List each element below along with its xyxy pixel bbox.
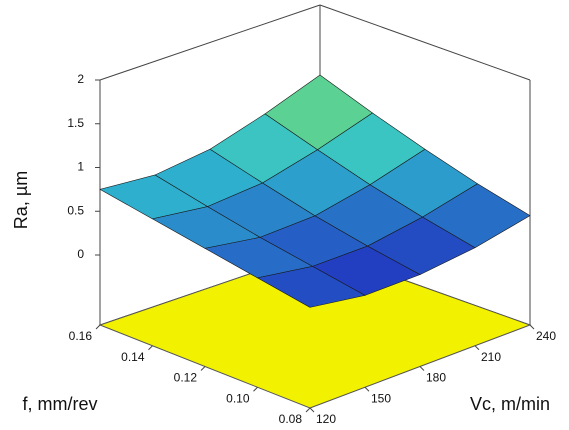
y-tick xyxy=(305,407,311,413)
x-tick-label: 120 xyxy=(316,412,336,425)
x-tick xyxy=(364,386,370,392)
x-tick xyxy=(529,324,535,330)
x-tick-label: 150 xyxy=(371,391,391,405)
x-axis-label: Vc, m/min xyxy=(470,394,550,414)
x-tick-label: 210 xyxy=(481,350,501,364)
box-edge xyxy=(99,4,321,81)
y-tick xyxy=(148,345,153,351)
z-tick-label: 2 xyxy=(77,72,84,86)
x-tick xyxy=(474,345,480,351)
y-tick-label: 0.08 xyxy=(279,412,303,425)
x-tick xyxy=(309,407,315,413)
y-tick-label: 0.14 xyxy=(121,350,145,364)
y-tick-label: 0.16 xyxy=(69,329,93,343)
z-axis-label: Ra, µm xyxy=(11,171,31,229)
y-tick-label: 0.12 xyxy=(174,371,198,385)
z-tick-label: 0 xyxy=(77,247,84,261)
surface-cell xyxy=(256,266,366,308)
x-tick xyxy=(419,366,425,371)
y-tick xyxy=(95,324,101,330)
z-tick-label: 1 xyxy=(77,160,84,174)
x-tick-label: 180 xyxy=(426,371,446,385)
y-axis-label: f, mm/rev xyxy=(23,394,98,414)
x-tick-label: 240 xyxy=(536,329,556,343)
z-tick-label: 1.5 xyxy=(67,116,84,130)
z-tick-label: 0.5 xyxy=(67,203,84,217)
y-tick-label: 0.10 xyxy=(226,391,250,405)
box-edge xyxy=(319,4,531,81)
y-tick xyxy=(200,366,206,371)
y-tick xyxy=(253,386,258,392)
